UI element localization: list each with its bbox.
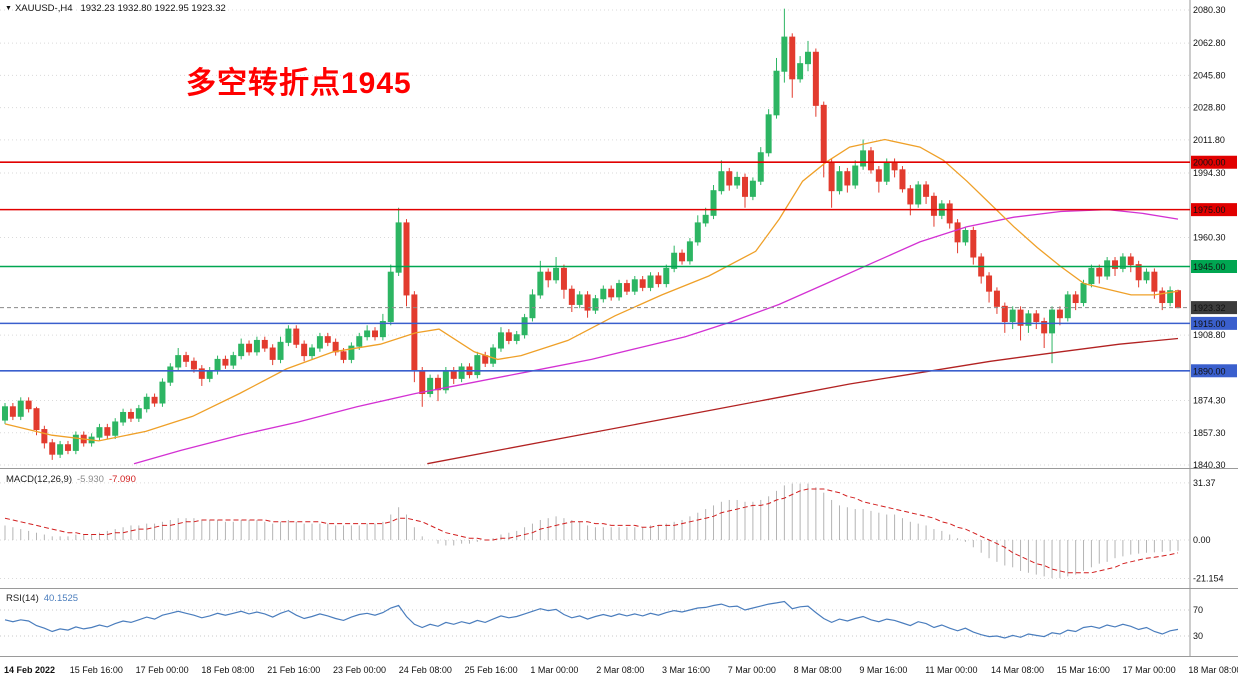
svg-text:1908.80: 1908.80 <box>1193 330 1226 340</box>
hline-price-label-1945.00 <box>1191 260 1237 274</box>
svg-text:14 Feb 2022: 14 Feb 2022 <box>4 665 55 675</box>
svg-text:70: 70 <box>1193 605 1203 615</box>
svg-text:2000.00: 2000.00 <box>1193 158 1226 168</box>
macd-main-value: -5.930 <box>77 474 104 485</box>
svg-text:1890.00: 1890.00 <box>1193 366 1226 376</box>
hline-price-label-1915.00 <box>1191 316 1237 330</box>
macd-indicator-label: MACD(12,26,9) -5.930 -7.090 <box>6 474 136 485</box>
svg-text:9 Mar 16:00: 9 Mar 16:00 <box>859 665 907 675</box>
time-axis[interactable]: 14 Feb 2022 15 Feb 16:00 17 Feb 00:00 18 Fe… <box>4 665 1238 675</box>
svg-text:15 Mar 16:00: 15 Mar 16:00 <box>1057 665 1110 675</box>
svg-text:2028.80: 2028.80 <box>1193 103 1226 113</box>
svg-text:30: 30 <box>1193 631 1203 641</box>
symbol-ohlc-header: ▼ XAUUSD-,H4 1932.23 1932.80 1922.95 1923.… <box>5 3 226 14</box>
chart-text-annotation[interactable]: 多空转折点1945 <box>186 67 412 100</box>
svg-text:17 Feb 00:00: 17 Feb 00:00 <box>136 665 189 675</box>
price-axis[interactable]: 2080.30 2062.80 2045.80 2028.80 2011.80 1994.… <box>1193 5 1226 641</box>
macd-name: MACD(12,26,9) <box>6 474 72 485</box>
svg-text:1874.30: 1874.30 <box>1193 396 1226 406</box>
svg-text:2011.80: 2011.80 <box>1193 135 1225 145</box>
svg-text:15 Feb 16:00: 15 Feb 16:00 <box>70 665 123 675</box>
svg-text:1 Mar 00:00: 1 Mar 00:00 <box>530 665 578 675</box>
ohlc-values: 1932.23 1932.80 1922.95 1923.32 <box>80 3 226 14</box>
hline-price-label-1975.00 <box>1191 203 1237 217</box>
svg-text:1840.30: 1840.30 <box>1193 460 1226 470</box>
svg-text:1960.30: 1960.30 <box>1193 233 1226 243</box>
svg-text:1945.00: 1945.00 <box>1193 262 1226 272</box>
svg-text:3 Mar 16:00: 3 Mar 16:00 <box>662 665 710 675</box>
svg-text:18 Mar 08:00: 18 Mar 08:00 <box>1188 665 1238 675</box>
svg-text:23 Feb 00:00: 23 Feb 00:00 <box>333 665 386 675</box>
svg-text:7 Mar 00:00: 7 Mar 00:00 <box>728 665 776 675</box>
svg-text:1994.30: 1994.30 <box>1193 168 1226 178</box>
macd-panel[interactable] <box>0 482 1190 580</box>
rsi-panel[interactable] <box>0 600 1190 639</box>
svg-text:0.00: 0.00 <box>1193 535 1211 545</box>
svg-text:11 Mar 00:00: 11 Mar 00:00 <box>925 665 977 675</box>
rsi-name: RSI(14) <box>6 593 39 604</box>
ma-mid-line[interactable] <box>133 208 1179 465</box>
hline-price-label-1890.00 <box>1191 364 1237 378</box>
svg-text:1857.30: 1857.30 <box>1193 428 1226 438</box>
svg-text:2045.80: 2045.80 <box>1193 70 1226 80</box>
svg-text:21 Feb 16:00: 21 Feb 16:00 <box>267 665 320 675</box>
hline-price-label-2000.00 <box>1191 155 1237 169</box>
rsi-indicator-label: RSI(14) 40.1525 <box>6 593 78 604</box>
svg-text:2062.80: 2062.80 <box>1193 38 1226 48</box>
ma-fast-line[interactable] <box>4 138 1179 442</box>
svg-text:31.37: 31.37 <box>1193 478 1216 488</box>
svg-text:1975.00: 1975.00 <box>1193 205 1226 215</box>
current-price-label <box>1191 301 1237 315</box>
macd-signal-line[interactable] <box>4 488 1179 574</box>
rsi-value: 40.1525 <box>43 593 79 604</box>
svg-text:14 Mar 08:00: 14 Mar 08:00 <box>991 665 1044 675</box>
svg-text:1915.00: 1915.00 <box>1193 319 1226 329</box>
rsi-line[interactable] <box>4 600 1179 639</box>
symbol-timeframe-label: XAUUSD-,H4 <box>14 3 73 14</box>
svg-text:2080.30: 2080.30 <box>1193 5 1226 15</box>
svg-text:25 Feb 16:00: 25 Feb 16:00 <box>465 665 518 675</box>
svg-text:18 Feb 08:00: 18 Feb 08:00 <box>201 665 254 675</box>
panel-separators <box>0 0 1238 657</box>
svg-text:17 Mar 00:00: 17 Mar 00:00 <box>1123 665 1176 675</box>
svg-text:1923.32: 1923.32 <box>1193 303 1226 313</box>
collapse-arrow-icon[interactable]: ▼ <box>5 5 12 12</box>
macd-signal-value: -7.090 <box>108 474 136 485</box>
svg-text:8 Mar 08:00: 8 Mar 08:00 <box>794 665 842 675</box>
svg-text:2 Mar 08:00: 2 Mar 08:00 <box>596 665 644 675</box>
svg-text:24 Feb 08:00: 24 Feb 08:00 <box>399 665 452 675</box>
ma-slow-line[interactable] <box>427 337 1179 465</box>
svg-text:-21.154: -21.154 <box>1193 574 1224 584</box>
